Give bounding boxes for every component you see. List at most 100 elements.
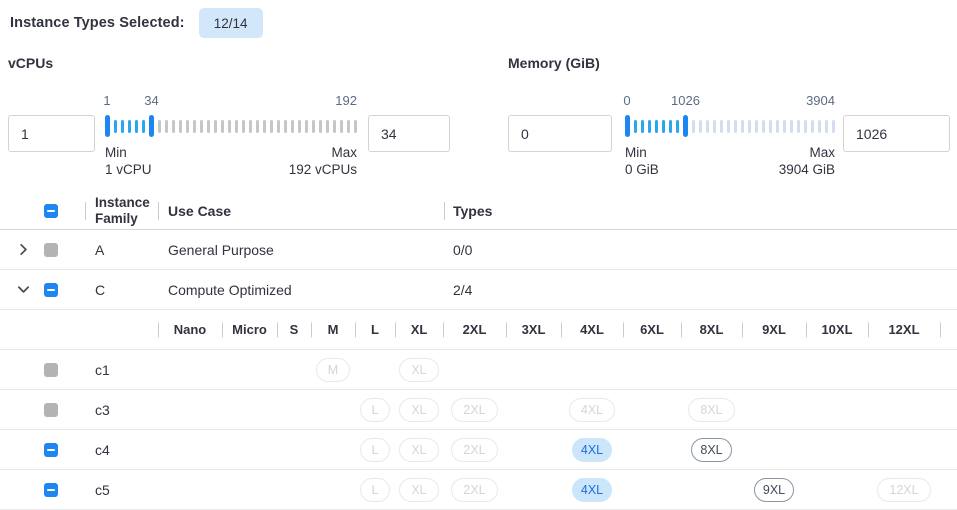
memory-tick-track[interactable] bbox=[625, 113, 835, 139]
size-cell bbox=[158, 470, 222, 509]
vcpus-max-caption: Max bbox=[331, 145, 357, 160]
size-column-header: L bbox=[371, 322, 379, 337]
vcpus-max-input[interactable] bbox=[368, 115, 450, 152]
size-cell bbox=[806, 430, 868, 469]
memory-scale-current: 1026 bbox=[671, 93, 700, 108]
vcpus-slider[interactable]: 1 34 192 Min 1 vCPU Max 192 vCPUs bbox=[103, 93, 357, 178]
size-cell bbox=[311, 390, 355, 429]
size-column-header: XL bbox=[410, 322, 428, 337]
slider-tick bbox=[692, 119, 695, 133]
slider-tick bbox=[277, 119, 280, 133]
slider-tick bbox=[662, 119, 665, 133]
size-cell bbox=[742, 390, 806, 429]
row-checkbox-indeterminate[interactable] bbox=[44, 482, 58, 497]
slider-tick bbox=[699, 119, 702, 133]
instance-row-c1: c1 M XL bbox=[0, 350, 957, 390]
memory-max-input[interactable] bbox=[843, 115, 950, 152]
slider-tick bbox=[263, 119, 266, 133]
slider-tick bbox=[340, 119, 343, 133]
size-cell: Micro bbox=[222, 310, 277, 349]
size-cell bbox=[277, 430, 311, 469]
size-column-header: 9XL bbox=[762, 322, 786, 337]
slider-tick bbox=[284, 119, 287, 133]
size-cell bbox=[506, 350, 561, 389]
size-pill-4xl[interactable]: 4XL bbox=[571, 477, 613, 502]
size-column-header: 4XL bbox=[580, 322, 604, 337]
vcpus-scale: 1 34 192 bbox=[103, 93, 357, 110]
size-column-header: 10XL bbox=[821, 322, 853, 337]
slider-tick bbox=[641, 119, 644, 133]
slider-tick bbox=[242, 119, 245, 133]
slider-tick bbox=[142, 119, 145, 133]
slider-tick bbox=[235, 119, 238, 133]
size-pill-2xl: 2XL bbox=[451, 477, 498, 502]
expand-toggle[interactable] bbox=[0, 270, 44, 309]
size-cell bbox=[158, 350, 222, 389]
size-cell bbox=[222, 390, 277, 429]
size-cell bbox=[158, 430, 222, 469]
size-cell bbox=[443, 350, 506, 389]
size-cell: 4XL bbox=[561, 390, 623, 429]
memory-scale-min: 0 bbox=[623, 93, 631, 108]
row-checkbox-cell bbox=[44, 230, 81, 269]
row-checkbox-cell bbox=[44, 470, 81, 509]
memory-slider-handle[interactable] bbox=[625, 115, 630, 137]
size-cell: S bbox=[277, 310, 311, 349]
size-cell bbox=[311, 430, 355, 469]
slider-tick bbox=[291, 119, 294, 133]
size-cell bbox=[940, 310, 957, 349]
selection-count-badge: 12/14 bbox=[198, 8, 263, 38]
row-checkbox-disabled bbox=[44, 402, 58, 417]
size-cell bbox=[277, 350, 311, 389]
instance-sizes-grid: L XL 2XL 4XL 8XL bbox=[158, 390, 957, 429]
memory-scale-max: 3904 bbox=[806, 93, 835, 108]
size-pill-9xl[interactable]: 9XL bbox=[753, 477, 795, 502]
slider-tick bbox=[256, 119, 259, 133]
size-cell bbox=[940, 470, 957, 509]
size-pill-8xl[interactable]: 8XL bbox=[691, 437, 732, 462]
size-cell bbox=[506, 470, 561, 509]
vcpus-min-detail: 1 vCPU bbox=[105, 162, 152, 177]
size-cell bbox=[868, 430, 940, 469]
slider-tick bbox=[769, 119, 772, 133]
use-case-label: Compute Optimized bbox=[168, 281, 292, 298]
expand-toggle[interactable] bbox=[0, 230, 44, 269]
size-cell: Nano bbox=[158, 310, 222, 349]
vcpus-slider-handle[interactable] bbox=[149, 115, 154, 137]
slider-tick bbox=[804, 119, 807, 133]
vcpus-min-input[interactable] bbox=[8, 115, 95, 152]
memory-slider[interactable]: 0 1026 3904 Min 0 GiB Max 3904 GiB bbox=[623, 93, 835, 178]
slider-tick bbox=[179, 119, 182, 133]
select-all-checkbox[interactable] bbox=[44, 203, 58, 218]
size-cell bbox=[311, 470, 355, 509]
slider-tick bbox=[128, 119, 131, 133]
size-cell: L bbox=[355, 430, 395, 469]
size-cell: 9XL bbox=[742, 310, 806, 349]
size-cell: 4XL bbox=[561, 470, 623, 509]
row-checkbox-cell bbox=[44, 350, 81, 389]
slider-tick bbox=[312, 119, 315, 133]
size-cell: XL bbox=[395, 470, 443, 509]
row-checkbox-indeterminate[interactable] bbox=[44, 442, 58, 457]
size-pill-4xl[interactable]: 4XL bbox=[571, 437, 613, 462]
size-cell: 4XL bbox=[561, 310, 623, 349]
slider-tick bbox=[755, 119, 758, 133]
slider-tick bbox=[114, 119, 117, 133]
size-column-header: M bbox=[327, 322, 339, 337]
vcpus-slider-handle[interactable] bbox=[105, 115, 110, 137]
table-header-row: Instance Family Use Case Types bbox=[0, 192, 957, 230]
size-cell: 8XL bbox=[681, 390, 742, 429]
memory-min-input[interactable] bbox=[508, 115, 612, 152]
header-instance-family: Instance Family bbox=[81, 192, 158, 229]
chevron-right-icon bbox=[20, 243, 27, 256]
header-use-case: Use Case bbox=[158, 192, 444, 229]
size-cell: 2XL bbox=[443, 430, 506, 469]
size-cell: 8XL bbox=[681, 430, 742, 469]
size-cell bbox=[868, 390, 940, 429]
memory-slider-handle[interactable] bbox=[683, 115, 688, 137]
instance-row-c4: c4 L XL 2XL 4XL 8XL bbox=[0, 430, 957, 470]
vcpus-tick-track[interactable] bbox=[105, 113, 357, 139]
use-case-label: General Purpose bbox=[168, 241, 274, 258]
row-checkbox-indeterminate[interactable] bbox=[44, 282, 58, 297]
size-cell bbox=[277, 470, 311, 509]
